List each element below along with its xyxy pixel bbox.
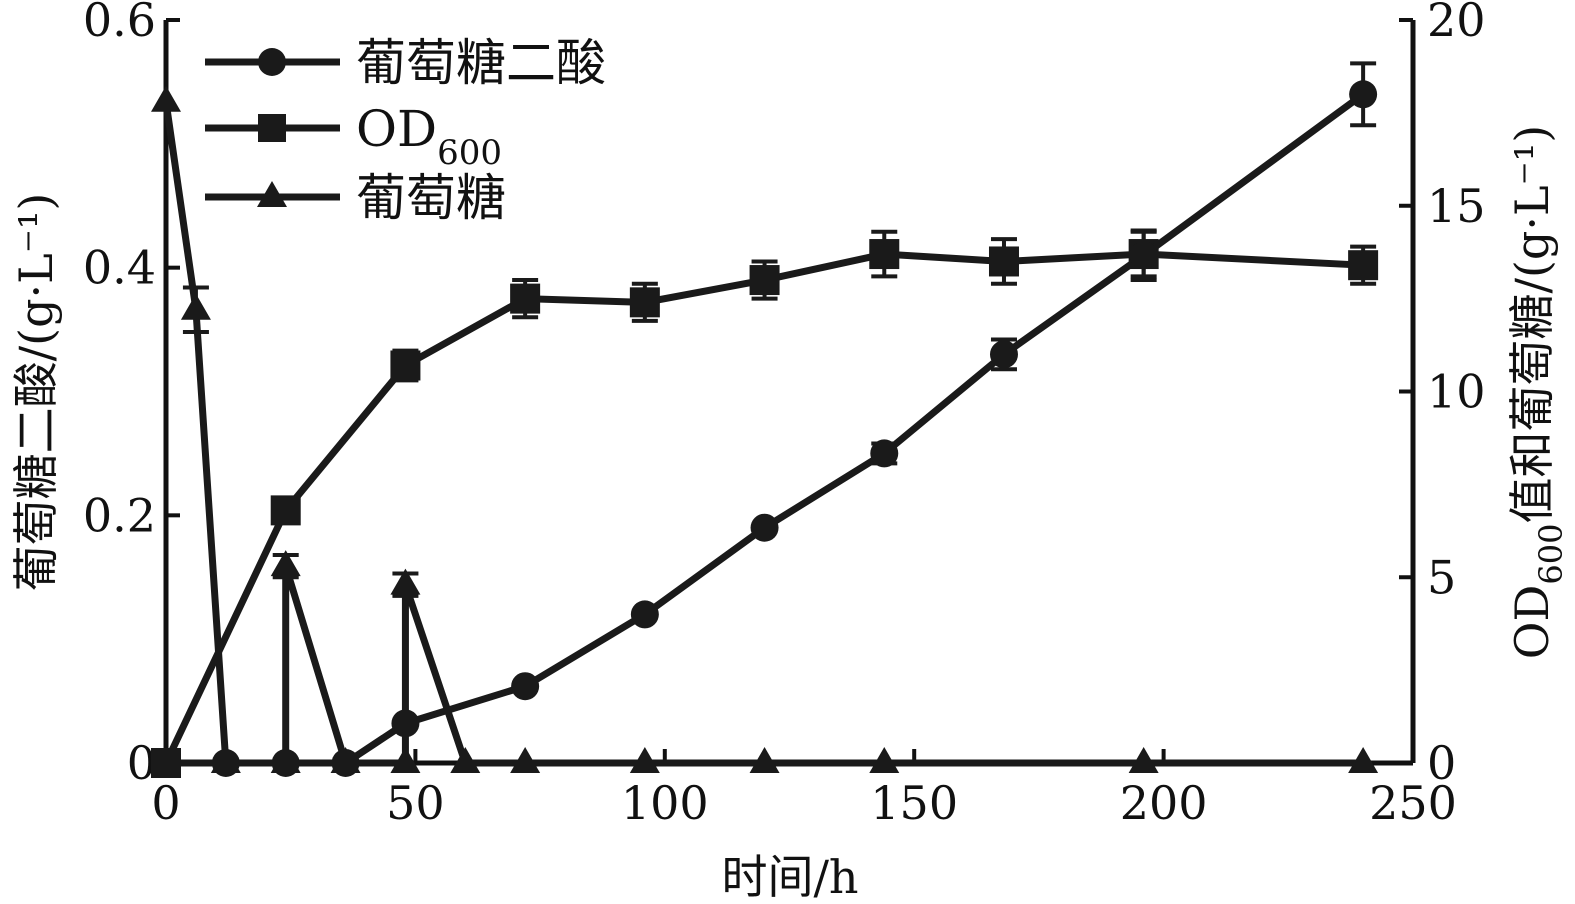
legend: 葡萄糖二酸 OD600 葡萄糖 (205, 34, 606, 227)
data-point-triangle (180, 293, 211, 320)
y-right-tick-label: 0 (1427, 736, 1456, 790)
y-axis-right-title: OD600值和葡萄糖/(g·L⁻¹) (1505, 125, 1570, 659)
data-point-square (749, 265, 780, 296)
series-triangle (151, 85, 1379, 773)
series-circle (152, 61, 1378, 777)
data-point-triangle (1128, 747, 1159, 773)
legend-label-od600-main: OD (356, 100, 437, 158)
legend-marker-circle (258, 48, 286, 76)
data-point-square (510, 283, 541, 314)
series-line-square (162, 250, 1364, 765)
data-point-circle (511, 672, 540, 701)
x-tick-label: 200 (1120, 776, 1208, 830)
y-axis-right-title-sub: 600 (1532, 524, 1570, 585)
y-right-tick-label: 20 (1427, 0, 1486, 47)
axes (163, 20, 1416, 766)
legend-entry-glucaric-acid: 葡萄糖二酸 (205, 34, 606, 92)
data-point-square (988, 246, 1019, 277)
legend-marker-square (258, 114, 286, 142)
y-axis-left-title: 葡萄糖二酸/(g·L⁻¹) (9, 193, 63, 592)
series-line-triangle (162, 101, 1364, 767)
legend-entry-od600: OD600 (205, 100, 502, 173)
y-left-tick-label: 0.2 (83, 488, 156, 542)
legend-entry-glucose: 葡萄糖 (205, 169, 506, 227)
legend-label-od600: OD600 (356, 100, 502, 173)
x-tick-label: 0 (151, 776, 180, 830)
data-point-circle (870, 439, 899, 468)
data-point-triangle (390, 568, 421, 595)
data-point-circle (630, 600, 659, 629)
y-right-tick-label: 15 (1427, 179, 1486, 233)
data-point-triangle (629, 747, 660, 773)
y-left-tick-label: 0.6 (83, 0, 156, 47)
data-point-circle (1349, 80, 1378, 109)
data-point-circle (331, 749, 360, 777)
legend-marker-triangle (257, 181, 287, 207)
y-axis-right-title-prefix: OD (1505, 585, 1559, 660)
data-point-triangle (869, 747, 900, 773)
x-tick-label: 150 (870, 776, 958, 830)
y-right-tick-label: 10 (1427, 365, 1486, 419)
legend-label-glucaric-acid: 葡萄糖二酸 (356, 34, 606, 92)
x-axis-title: 时间/h (721, 850, 858, 904)
data-point-circle (989, 340, 1018, 369)
y-left-tick-label: 0.4 (83, 241, 156, 295)
data-point-triangle (450, 747, 481, 773)
data-point-triangle (270, 550, 301, 577)
data-point-circle (211, 749, 240, 777)
x-ticks: 0 50 100 150 200 250 (151, 749, 1457, 830)
x-tick-label: 250 (1369, 776, 1457, 830)
data-point-circle (1129, 241, 1158, 270)
data-point-triangle (749, 747, 780, 773)
series-line-circle (166, 91, 1366, 767)
y-right-ticks: 0 5 10 15 20 (1399, 0, 1486, 790)
series-square (151, 229, 1379, 778)
data-point-circle (750, 513, 779, 542)
data-point-circle (391, 709, 420, 738)
x-tick-label: 100 (621, 776, 709, 830)
data-point-square (270, 495, 301, 526)
plot-area (151, 61, 1379, 778)
data-point-square (390, 350, 421, 381)
data-point-circle (152, 749, 180, 777)
data-point-triangle (510, 747, 541, 773)
data-point-square (1348, 250, 1379, 281)
x-tick-label: 50 (386, 776, 445, 830)
y-right-tick-label: 5 (1427, 550, 1456, 604)
data-point-triangle (151, 85, 181, 112)
legend-label-glucose: 葡萄糖 (356, 169, 506, 227)
y-axis-right-title-suffix: 值和葡萄糖/(g·L⁻¹) (1505, 125, 1559, 524)
data-point-triangle (390, 747, 421, 773)
data-point-circle (271, 749, 300, 777)
data-point-square (869, 239, 900, 270)
legend-label-od600-sub: 600 (437, 133, 502, 173)
data-point-triangle (1348, 747, 1379, 773)
data-point-square (629, 287, 660, 318)
